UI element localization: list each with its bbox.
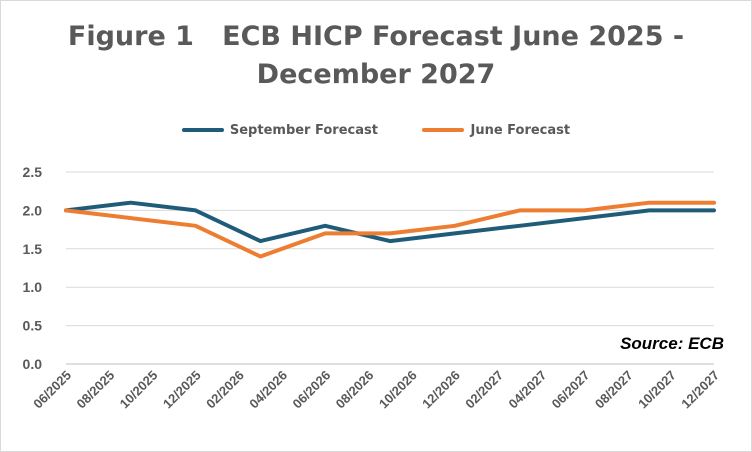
- series-lines: [64, 200, 716, 259]
- legend-label-september: September Forecast: [229, 122, 378, 138]
- x-tick-label: 10/2027: [635, 368, 679, 412]
- legend-item-june: June Forecast: [422, 123, 570, 138]
- x-tick-label: 12/2026: [419, 368, 463, 412]
- x-tick-label: 08/2027: [592, 368, 636, 412]
- legend-swatch-september: [181, 128, 224, 132]
- chart-legend: September Forecast June Forecast: [0, 121, 752, 138]
- x-tick-label: 08/2025: [73, 368, 117, 412]
- x-tick-label: 10/2025: [117, 368, 161, 412]
- x-tick-label: 06/2027: [549, 368, 593, 412]
- x-tick-label: 02/2027: [462, 368, 506, 412]
- y-tick-label: 0.5: [23, 318, 43, 334]
- series-line-september: [64, 200, 716, 244]
- x-axis-ticks: 06/2025 08/2025 10/2025 12/2025 02/2026 04/20…: [30, 368, 722, 412]
- x-tick-label: 06/2026: [289, 368, 333, 412]
- y-tick-label: 0.0: [23, 356, 43, 372]
- x-tick-label: 10/2026: [376, 368, 420, 412]
- y-tick-label: 2.5: [23, 164, 43, 180]
- y-tick-label: 1.5: [23, 241, 43, 257]
- series-line-june: [64, 200, 716, 259]
- legend-label-june: June Forecast: [470, 122, 571, 138]
- source-note: Source: ECB: [620, 334, 724, 353]
- x-tick-label: 06/2025: [30, 368, 74, 412]
- x-tick-label: 04/2026: [246, 368, 290, 412]
- x-tick-label: 04/2027: [505, 368, 549, 412]
- x-tick-label: 12/2027: [678, 368, 722, 412]
- chart-title-line-2: December 2027: [256, 59, 496, 90]
- chart-title: Figure 1 ECB HICP Forecast June 2025 - D…: [0, 18, 752, 94]
- y-tick-label: 2.0: [23, 202, 43, 218]
- legend-swatch-june: [422, 128, 465, 132]
- x-tick-label: 02/2026: [203, 368, 247, 412]
- legend-item-september: September Forecast: [181, 122, 378, 138]
- y-tick-label: 1.0: [23, 279, 43, 295]
- chart-title-line-1: Figure 1 ECB HICP Forecast June 2025 -: [67, 21, 685, 52]
- x-tick-label: 08/2026: [333, 368, 377, 412]
- x-tick-label: 12/2025: [160, 368, 204, 412]
- gridlines: [66, 171, 714, 365]
- y-axis-ticks: 2.5 2.0 1.5 1.0 0.5 0.0: [23, 164, 43, 372]
